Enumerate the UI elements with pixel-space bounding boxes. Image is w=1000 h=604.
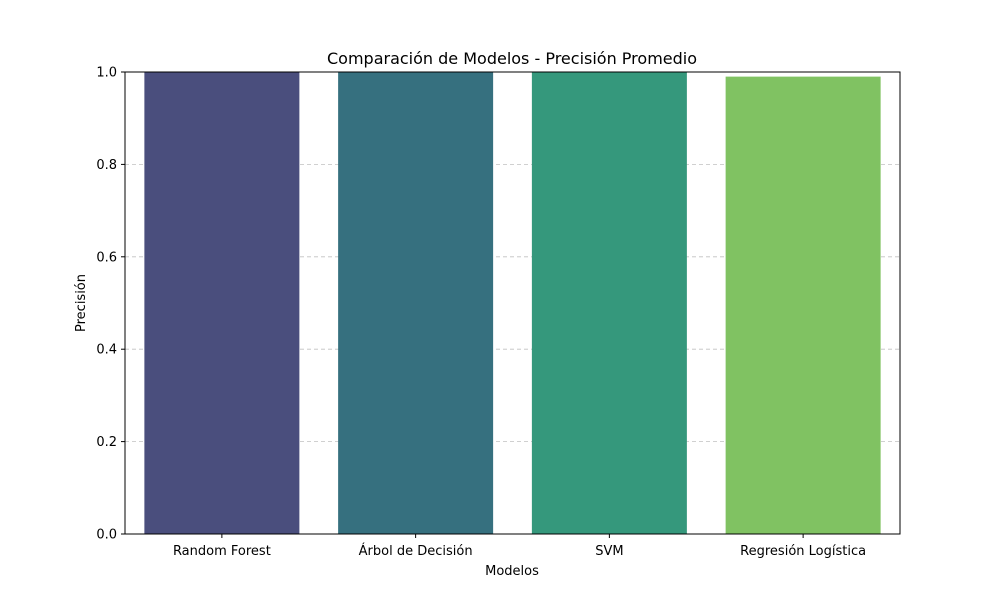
y-axis-title: Precisión bbox=[74, 274, 89, 332]
axes bbox=[124, 71, 901, 535]
x-tick-label: SVM bbox=[595, 544, 623, 559]
bar bbox=[531, 72, 687, 534]
y-tick-label: 0.0 bbox=[96, 528, 117, 543]
bar bbox=[725, 76, 881, 535]
y-tick-label: 0.2 bbox=[96, 435, 117, 450]
x-tick-label: Árbol de Decisión bbox=[359, 543, 473, 559]
y-tick-label: 1.0 bbox=[96, 66, 117, 81]
x-tick-label: Regresión Logística bbox=[740, 544, 866, 559]
x-axis-title: Modelos bbox=[485, 564, 539, 579]
y-tick-label: 0.8 bbox=[96, 158, 117, 173]
y-ticks: 0.0 0.2 0.4 0.6 0.8 1.0 bbox=[96, 66, 125, 543]
x-ticks: Random Forest Árbol de Decisión SVM Regresi… bbox=[173, 534, 866, 559]
y-tick-label: 0.6 bbox=[96, 250, 117, 265]
y-tick-label: 0.4 bbox=[96, 343, 117, 358]
x-tick-label: Random Forest bbox=[173, 544, 271, 559]
chart-title: Comparación de Modelos - Precisión Prome… bbox=[327, 49, 697, 68]
bar bbox=[144, 72, 300, 534]
bar bbox=[338, 72, 494, 534]
plot-frame bbox=[124, 71, 901, 535]
bars bbox=[144, 72, 881, 535]
